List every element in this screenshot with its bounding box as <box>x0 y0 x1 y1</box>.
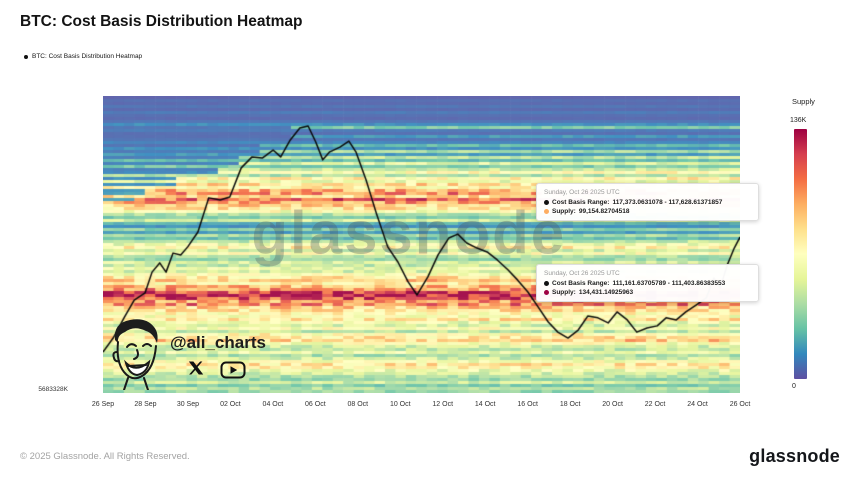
page-title: BTC: Cost Basis Distribution Heatmap <box>20 13 303 30</box>
x-tick-label: 28 Sep <box>134 401 157 408</box>
ali-charts-handle: @ali_charts <box>170 333 266 352</box>
tooltip-supply-label: Supply: <box>552 289 576 296</box>
x-tick-label: 12 Oct <box>432 401 454 408</box>
tooltip-date: Sunday, Oct 26 2025 UTC <box>544 189 620 196</box>
x-tick-label: 26 Oct <box>729 401 751 408</box>
x-tick-label: 30 Sep <box>176 401 200 408</box>
x-twitter-icon <box>188 361 204 375</box>
tooltip-supply-value: 99,154.82704518 <box>578 208 630 215</box>
y-axis-label: 5683328K <box>38 386 68 393</box>
colorbar-max-label: 136K <box>790 117 807 124</box>
supply-dot-icon <box>544 209 549 214</box>
x-tick-label: 22 Oct <box>644 401 666 408</box>
series-legend[interactable]: BTC: Cost Basis Distribution Heatmap <box>24 53 142 60</box>
x-tick-label: 18 Oct <box>559 401 581 408</box>
x-tick-label: 20 Oct <box>602 401 623 408</box>
x-tick-label: 16 Oct <box>517 401 538 408</box>
x-tick-label: 04 Oct <box>262 401 284 408</box>
x-tick-label: 10 Oct <box>389 401 411 408</box>
tooltip-supply-row: Supply: 134,431.14925963 <box>544 289 751 296</box>
youtube-icon <box>220 361 246 379</box>
x-tick-label: 14 Oct <box>474 401 496 408</box>
tooltip-supply-value: 134,431.14925963 <box>578 289 634 296</box>
ali-charts-avatar <box>112 319 158 390</box>
tooltip-2: Sunday, Oct 26 2025 UTC Cost Basis Range… <box>536 264 759 302</box>
x-tick-label: 24 Oct <box>687 401 708 408</box>
legend-label: BTC: Cost Basis Distribution Heatmap <box>32 53 143 60</box>
tooltip-cost-basis-value: 111,161.63705789 - 111,403.86383553 <box>612 280 726 287</box>
tooltip-cost-basis-label: Cost Basis Range: <box>552 199 610 206</box>
supply-dot-icon <box>544 290 549 295</box>
cost-basis-dot-icon <box>544 200 549 205</box>
x-tick-label: 08 Oct <box>347 401 369 408</box>
cost-basis-dot-icon <box>544 281 549 286</box>
tooltip-supply-label: Supply: <box>552 208 576 215</box>
x-tick-label: 26 Sep <box>91 401 115 408</box>
tooltip-date: Sunday, Oct 26 2025 UTC <box>544 270 620 277</box>
tooltip-cost-basis-label: Cost Basis Range: <box>552 280 610 287</box>
colorbar-title: Supply <box>792 97 815 106</box>
tooltip-cost-basis-value: 117,373.0631078 - 117,628.61371857 <box>612 199 723 206</box>
copyright-footer: © 2025 Glassnode. All Rights Reserved. <box>20 451 190 462</box>
supply-colorbar <box>794 129 807 379</box>
tooltip-1: Sunday, Oct 26 2025 UTC Cost Basis Range… <box>536 183 759 221</box>
tooltip-cost-basis-row: Cost Basis Range: 117,373.0631078 - 117,… <box>544 199 751 206</box>
x-tick-label: 02 Oct <box>220 401 241 408</box>
legend-dot-icon <box>24 54 28 59</box>
tooltip-supply-row: Supply: 99,154.82704518 <box>544 208 751 215</box>
x-tick-label: 06 Oct <box>305 401 326 408</box>
tooltip-cost-basis-row: Cost Basis Range: 111,161.63705789 - 111… <box>544 280 751 287</box>
colorbar-min-label: 0 <box>792 383 796 390</box>
glassnode-logo[interactable]: glassnode <box>749 446 840 466</box>
